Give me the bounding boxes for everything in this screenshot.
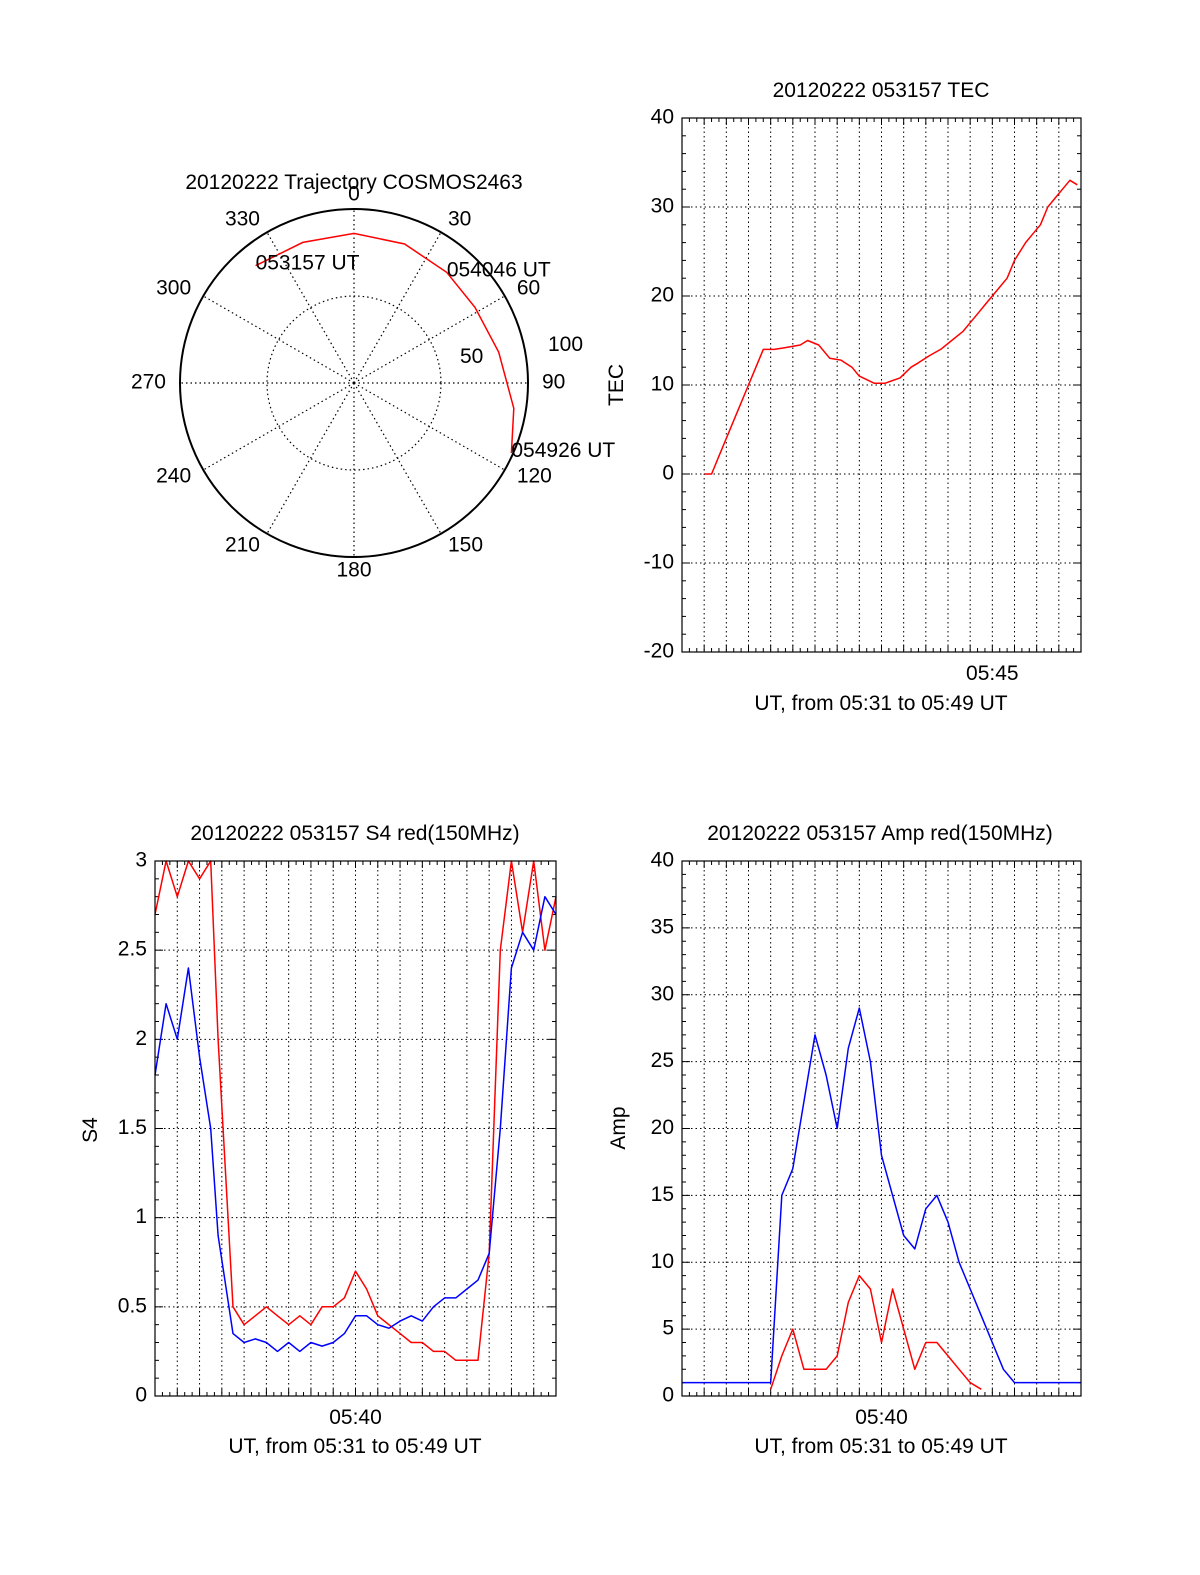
trajectory-line	[255, 232, 515, 454]
y-tick-label: 3	[135, 849, 147, 872]
tec-series-red	[704, 179, 1078, 475]
trajectory-time-label: 053157 UT	[256, 252, 360, 275]
azimuth-label-180: 180	[336, 559, 371, 582]
y-tick-label: 15	[651, 1183, 674, 1206]
amp-ylabel: Amp	[607, 1106, 630, 1149]
y-tick-label: 40	[651, 849, 674, 872]
y-tick-label: 40	[651, 106, 674, 129]
y-tick-label: -10	[644, 551, 674, 574]
amp-xlabel: UT, from 05:31 to 05:49 UT	[754, 1435, 1007, 1458]
x-tick-label: 05:40	[329, 1406, 382, 1429]
trajectory-title: 20120222 Trajectory COSMOS2463	[185, 171, 522, 194]
y-tick-label: 20	[651, 284, 674, 307]
plot-frame	[154, 860, 557, 1397]
azimuth-label-210: 210	[225, 533, 260, 556]
azimuth-label-120: 120	[517, 465, 552, 488]
y-tick-label: 0	[135, 1384, 147, 1407]
amp-series-blue	[682, 1007, 1081, 1384]
tec-xlabel: UT, from 05:31 to 05:49 UT	[754, 692, 1007, 715]
plot-frame	[681, 860, 1082, 1397]
y-tick-label: 0	[662, 1384, 674, 1407]
azimuth-label-150: 150	[448, 533, 483, 556]
amp-panel: 20120222 053157 Amp red(150MHz) UT, from…	[607, 822, 1082, 1458]
y-tick-label: 30	[651, 982, 674, 1005]
amp-series-red	[769, 1274, 982, 1390]
azimuth-label-60: 60	[517, 277, 540, 300]
s4-series-blue	[154, 895, 557, 1353]
tec-title: 20120222 053157 TEC	[773, 79, 990, 102]
azimuth-label-270: 270	[131, 371, 166, 394]
y-tick-label: 2.5	[118, 938, 147, 961]
trajectory-time-label: 054046 UT	[447, 258, 551, 281]
polar-grid	[179, 208, 529, 558]
y-tick-label: 2	[135, 1027, 147, 1050]
trajectory-time-label: 054926 UT	[511, 439, 615, 462]
radial-label-50: 50	[460, 345, 483, 368]
azimuth-label-90: 90	[542, 371, 565, 394]
tec-plot-area: -20 -10 0 10 20 30 40 05:45	[644, 106, 1082, 685]
polar-ring	[266, 295, 442, 471]
s4-ylabel: S4	[79, 1117, 102, 1143]
y-tick-label: 0	[662, 462, 674, 485]
s4-panel: 20120222 053157 S4 red(150MHz) UT, from …	[79, 822, 557, 1458]
y-tick-label: 35	[651, 915, 674, 938]
y-tick-label: 0.5	[118, 1294, 147, 1317]
polar-spoke	[203, 295, 355, 384]
trajectory-panel: 20120222 Trajectory COSMOS2463 0 30 60 90 12…	[131, 171, 615, 582]
azimuth-label-240: 240	[156, 465, 191, 488]
tec-panel: 20120222 053157 TEC UT, from 05:31 to 05…	[605, 79, 1082, 715]
x-tick-label: 05:45	[966, 662, 1019, 685]
tec-ylabel: TEC	[605, 364, 628, 406]
y-tick-label: -20	[644, 640, 674, 663]
y-tick-label: 20	[651, 1116, 674, 1139]
s4-xlabel: UT, from 05:31 to 05:49 UT	[228, 1435, 481, 1458]
y-tick-label: 10	[651, 1250, 674, 1273]
x-tick-label: 05:40	[855, 1406, 908, 1429]
polar-outer-ring	[179, 208, 529, 558]
s4-plot-area: 0 0.5 1 1.5 2 2.5 3 05:40	[118, 849, 557, 1429]
plot-frame	[681, 117, 1082, 653]
polar-spoke	[266, 382, 355, 534]
y-tick-label: 1	[135, 1205, 147, 1228]
polar-spoke	[266, 232, 355, 384]
y-tick-label: 1.5	[118, 1116, 147, 1139]
s4-title: 20120222 053157 S4 red(150MHz)	[190, 822, 519, 845]
amp-title: 20120222 053157 Amp red(150MHz)	[707, 822, 1053, 845]
azimuth-label-0: 0	[348, 183, 360, 206]
radial-label-100: 100	[548, 333, 583, 356]
azimuth-labels: 0 30 60 90 120 150 180 210 240 270 300 330	[131, 183, 565, 582]
y-tick-label: 30	[651, 195, 674, 218]
trajectory-series: 053157 UT 054046 UT 054926 UT	[255, 232, 615, 462]
y-tick-label: 10	[651, 373, 674, 396]
azimuth-label-300: 300	[156, 277, 191, 300]
y-tick-label: 25	[651, 1049, 674, 1072]
polar-spoke	[203, 382, 355, 471]
amp-plot-area: 0 5 10 15 20 25 30 35 40 05:40	[651, 849, 1082, 1429]
azimuth-label-30: 30	[448, 208, 471, 231]
y-tick-label: 5	[662, 1317, 674, 1340]
azimuth-label-330: 330	[225, 208, 260, 231]
